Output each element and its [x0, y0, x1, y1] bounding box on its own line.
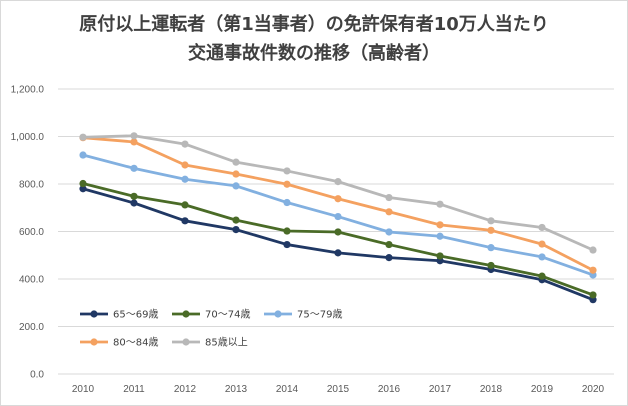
data-point	[334, 212, 342, 221]
data-point	[436, 252, 444, 260]
data-point	[334, 228, 342, 236]
data-point	[181, 175, 189, 183]
data-point	[385, 240, 393, 249]
data-point	[487, 244, 495, 252]
legend-marker	[90, 310, 98, 318]
legend-label: 80～84歳	[113, 337, 158, 349]
data-point	[283, 198, 291, 207]
x-tick-label: 2017	[429, 384, 452, 395]
data-point	[181, 201, 189, 209]
x-tick-label: 2018	[480, 384, 503, 395]
data-point	[589, 266, 597, 274]
data-point	[232, 226, 240, 234]
data-point	[385, 228, 393, 236]
data-point	[436, 200, 444, 208]
data-point	[283, 240, 291, 249]
y-tick-label: 1,000.0	[11, 132, 45, 143]
data-point	[334, 249, 342, 257]
data-point	[436, 232, 444, 240]
data-point	[487, 217, 495, 225]
data-point	[538, 223, 546, 232]
legend-marker	[182, 338, 190, 346]
chart-title: 原付以上運転者（第1当事者）の免許保有者10万人当たり 交通事故件数の推移（高齢…	[0, 10, 628, 68]
x-tick-label: 2014	[276, 384, 299, 395]
data-point	[79, 151, 87, 159]
y-tick-label: 0.0	[30, 370, 44, 381]
data-point	[232, 170, 240, 178]
data-point	[334, 178, 342, 186]
y-tick-label: 400.0	[19, 275, 44, 286]
x-tick-label: 2010	[72, 384, 95, 395]
x-tick-label: 2016	[378, 384, 401, 395]
data-point	[232, 216, 240, 224]
data-point	[130, 138, 138, 146]
y-tick-label: 800.0	[19, 180, 44, 191]
data-point	[436, 221, 444, 229]
data-point	[181, 161, 189, 169]
chart-title-line-2: 交通事故件数の推移（高齢者）	[188, 43, 440, 64]
y-axis-ticks: 0.0 200.0 400.0 600.0 800.0 1,000.0 1,200.0	[11, 85, 45, 381]
x-tick-label: 2012	[174, 384, 197, 395]
series-group	[79, 132, 597, 304]
series-line-1	[82, 187, 594, 301]
y-tick-label: 600.0	[19, 227, 44, 238]
data-point	[334, 195, 342, 203]
data-point	[283, 227, 291, 235]
data-point	[130, 192, 138, 200]
y-tick-label: 1,200.0	[11, 85, 45, 96]
data-point	[181, 217, 189, 225]
data-point	[181, 140, 189, 148]
data-point	[538, 240, 546, 248]
legend-label: 70～74歳	[205, 309, 250, 321]
x-axis-ticks: 2010 2011 2012 2013 2014 2015 2016 2017 2018 2019…	[72, 384, 605, 395]
x-tick-label: 2013	[225, 384, 248, 395]
x-tick-label: 2015	[327, 384, 350, 395]
legend-label: 75～79歳	[297, 309, 342, 321]
data-point	[385, 193, 393, 202]
data-point	[79, 133, 87, 141]
data-point	[79, 185, 87, 193]
data-point	[538, 253, 546, 261]
legend: 65～69歳 70～74歳 75～79歳 80～84歳 85歳以上	[80, 309, 342, 349]
data-point	[487, 226, 495, 234]
x-tick-label: 2020	[582, 384, 605, 395]
data-point	[487, 261, 495, 270]
y-tick-label: 200.0	[19, 322, 44, 333]
x-tick-label: 2011	[123, 384, 145, 395]
data-point	[130, 132, 138, 140]
data-point	[589, 246, 597, 254]
legend-marker	[274, 310, 282, 318]
data-point	[283, 180, 291, 188]
data-point	[232, 158, 240, 166]
data-point	[283, 167, 291, 175]
data-point	[79, 179, 87, 188]
data-point	[232, 182, 240, 190]
chart-title-line-1: 原付以上運転者（第1当事者）の免許保有者10万人当たり	[79, 14, 549, 35]
data-point	[385, 254, 393, 262]
legend-marker	[90, 338, 98, 346]
x-tick-label: 2019	[531, 384, 554, 395]
legend-label: 85歳以上	[205, 337, 248, 349]
data-point	[385, 208, 393, 216]
legend-marker	[182, 310, 190, 318]
data-point	[130, 164, 138, 172]
data-point	[130, 199, 138, 207]
data-point	[538, 272, 546, 280]
data-point	[589, 291, 597, 299]
legend-label: 65～69歳	[113, 309, 158, 321]
